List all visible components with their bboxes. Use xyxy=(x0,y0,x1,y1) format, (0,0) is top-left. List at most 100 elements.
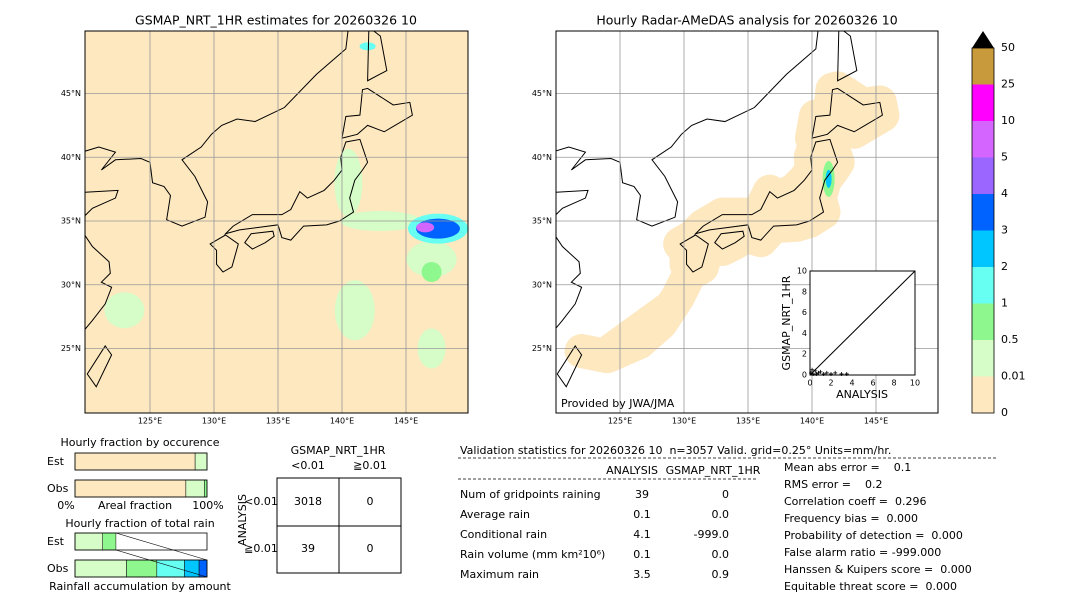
colorbar-label: 4 xyxy=(1001,187,1008,200)
ct-cell: 0 xyxy=(367,495,374,508)
row-label: Obs xyxy=(47,482,69,495)
fraction-segment xyxy=(102,532,117,551)
colorbar-label: 3 xyxy=(1001,224,1008,237)
col-head: ANALYSIS xyxy=(606,464,658,477)
coastline xyxy=(86,345,113,388)
scatter-point xyxy=(814,371,819,376)
scatter-point xyxy=(833,370,838,375)
lat-label: 40°N xyxy=(532,153,552,162)
ct-col: ≧0.01 xyxy=(353,459,387,472)
left-map-body xyxy=(85,31,468,413)
fraction-segment xyxy=(74,479,187,498)
colorbar-band xyxy=(972,376,994,413)
stat-gsmap: 0.9 xyxy=(712,568,730,581)
coastline xyxy=(714,230,745,250)
connector xyxy=(115,532,208,561)
right-map-title: Hourly Radar-AMeDAS analysis for 2026032… xyxy=(596,13,897,28)
inset-x-tick: 10 xyxy=(910,379,920,388)
radar-coverage xyxy=(564,255,708,374)
occurrence-title: Hourly fraction by occurence xyxy=(61,436,220,449)
rain-area xyxy=(334,148,363,217)
score: Hanssen & Kuipers score = 0.000 xyxy=(784,563,972,576)
ct-col-title: GSMAP_NRT_1HR xyxy=(291,444,386,457)
lon-label: 140°E xyxy=(330,417,354,426)
coastline xyxy=(85,31,349,227)
credit: Provided by JWA/JMA xyxy=(561,397,675,410)
fraction-segment xyxy=(74,452,196,471)
stat-label: Conditional rain xyxy=(460,528,547,541)
axis-label: 100% xyxy=(192,499,223,512)
scatter-point xyxy=(839,371,844,376)
inset-x-tick: 2 xyxy=(828,379,833,388)
coastline xyxy=(811,87,883,139)
lat-label: 25°N xyxy=(61,344,81,353)
inset-x-tick: 8 xyxy=(891,379,896,388)
lon-label: 140°E xyxy=(800,417,824,426)
fraction-segment xyxy=(74,532,103,551)
scatter-point xyxy=(813,368,818,373)
coastline xyxy=(209,234,239,273)
score: RMS error = 0.2 xyxy=(784,478,882,491)
connector xyxy=(115,549,208,578)
lon-label: 135°E xyxy=(266,417,290,426)
fraction-segment xyxy=(74,559,127,578)
rain-area xyxy=(104,292,145,329)
ct-cell: 0 xyxy=(367,542,374,555)
stat-analysis: 4.1 xyxy=(633,528,651,541)
lon-label: 145°E xyxy=(394,417,418,426)
colorbar-label: 1 xyxy=(1001,297,1008,310)
row-label: Obs xyxy=(47,562,69,575)
lon-label: 130°E xyxy=(672,417,696,426)
coastline xyxy=(223,138,369,241)
colorbar-label: 0.01 xyxy=(1001,370,1026,383)
coastline xyxy=(341,87,413,139)
total-title: Hourly fraction of total rain xyxy=(65,517,214,530)
scatter-point xyxy=(844,371,849,376)
colorbar-label: 2 xyxy=(1001,260,1008,273)
fraction-segment xyxy=(198,559,208,578)
stat-gsmap: -999.0 xyxy=(694,528,729,541)
coastline xyxy=(85,189,119,217)
rain-area xyxy=(416,222,435,233)
fraction-segment xyxy=(184,559,200,578)
colorbar-band xyxy=(972,340,994,377)
lat-label: 30°N xyxy=(532,280,552,289)
radar-coverage xyxy=(795,71,900,156)
colorbar-label: 10 xyxy=(1001,114,1015,127)
inset-y-tick: 0 xyxy=(802,371,807,380)
colorbar-label: 25 xyxy=(1001,78,1015,91)
colorbar-band xyxy=(972,121,994,158)
ct-row-title: ANALYSIS xyxy=(236,494,249,546)
scatter-point xyxy=(816,370,821,375)
total-footer: Rainfall accumulation by amount xyxy=(49,580,231,593)
fraction-segment xyxy=(185,479,205,498)
left-map-frame xyxy=(84,30,469,414)
stat-label: Rain volume (mm km²10⁶) xyxy=(460,548,605,561)
colorbar-band xyxy=(972,303,994,340)
validation-header: Validation statistics for 20260326 10 n=… xyxy=(460,444,891,457)
score: Correlation coeff = 0.296 xyxy=(784,495,926,508)
score: False alarm ratio = -999.000 xyxy=(784,546,941,559)
inset-y-label: GSMAP_NRT_1HR xyxy=(780,275,793,370)
colorbar-band xyxy=(972,157,994,194)
stat-label: Num of gridpoints raining xyxy=(460,488,601,501)
inset-x-tick: 6 xyxy=(870,379,875,388)
fraction-segment xyxy=(156,559,185,578)
lon-label: 135°E xyxy=(736,417,760,426)
axis-label: Areal fraction xyxy=(98,499,172,512)
diagonal xyxy=(809,270,916,376)
stat-gsmap: 0.0 xyxy=(712,548,730,561)
coastline xyxy=(556,345,583,388)
right-map-frame xyxy=(555,30,939,414)
coastline xyxy=(244,230,275,250)
inset-x-tick: 0 xyxy=(807,379,812,388)
coastline xyxy=(367,31,388,82)
stat-gsmap: 0.0 xyxy=(712,508,730,521)
colorbar-label: 5 xyxy=(1001,151,1008,164)
ct-cell: 3018 xyxy=(294,495,322,508)
ct-row: ≧0.01 xyxy=(244,542,278,555)
ct-cell: 39 xyxy=(301,542,315,555)
bar-frame xyxy=(74,452,208,471)
coastline xyxy=(556,189,589,216)
